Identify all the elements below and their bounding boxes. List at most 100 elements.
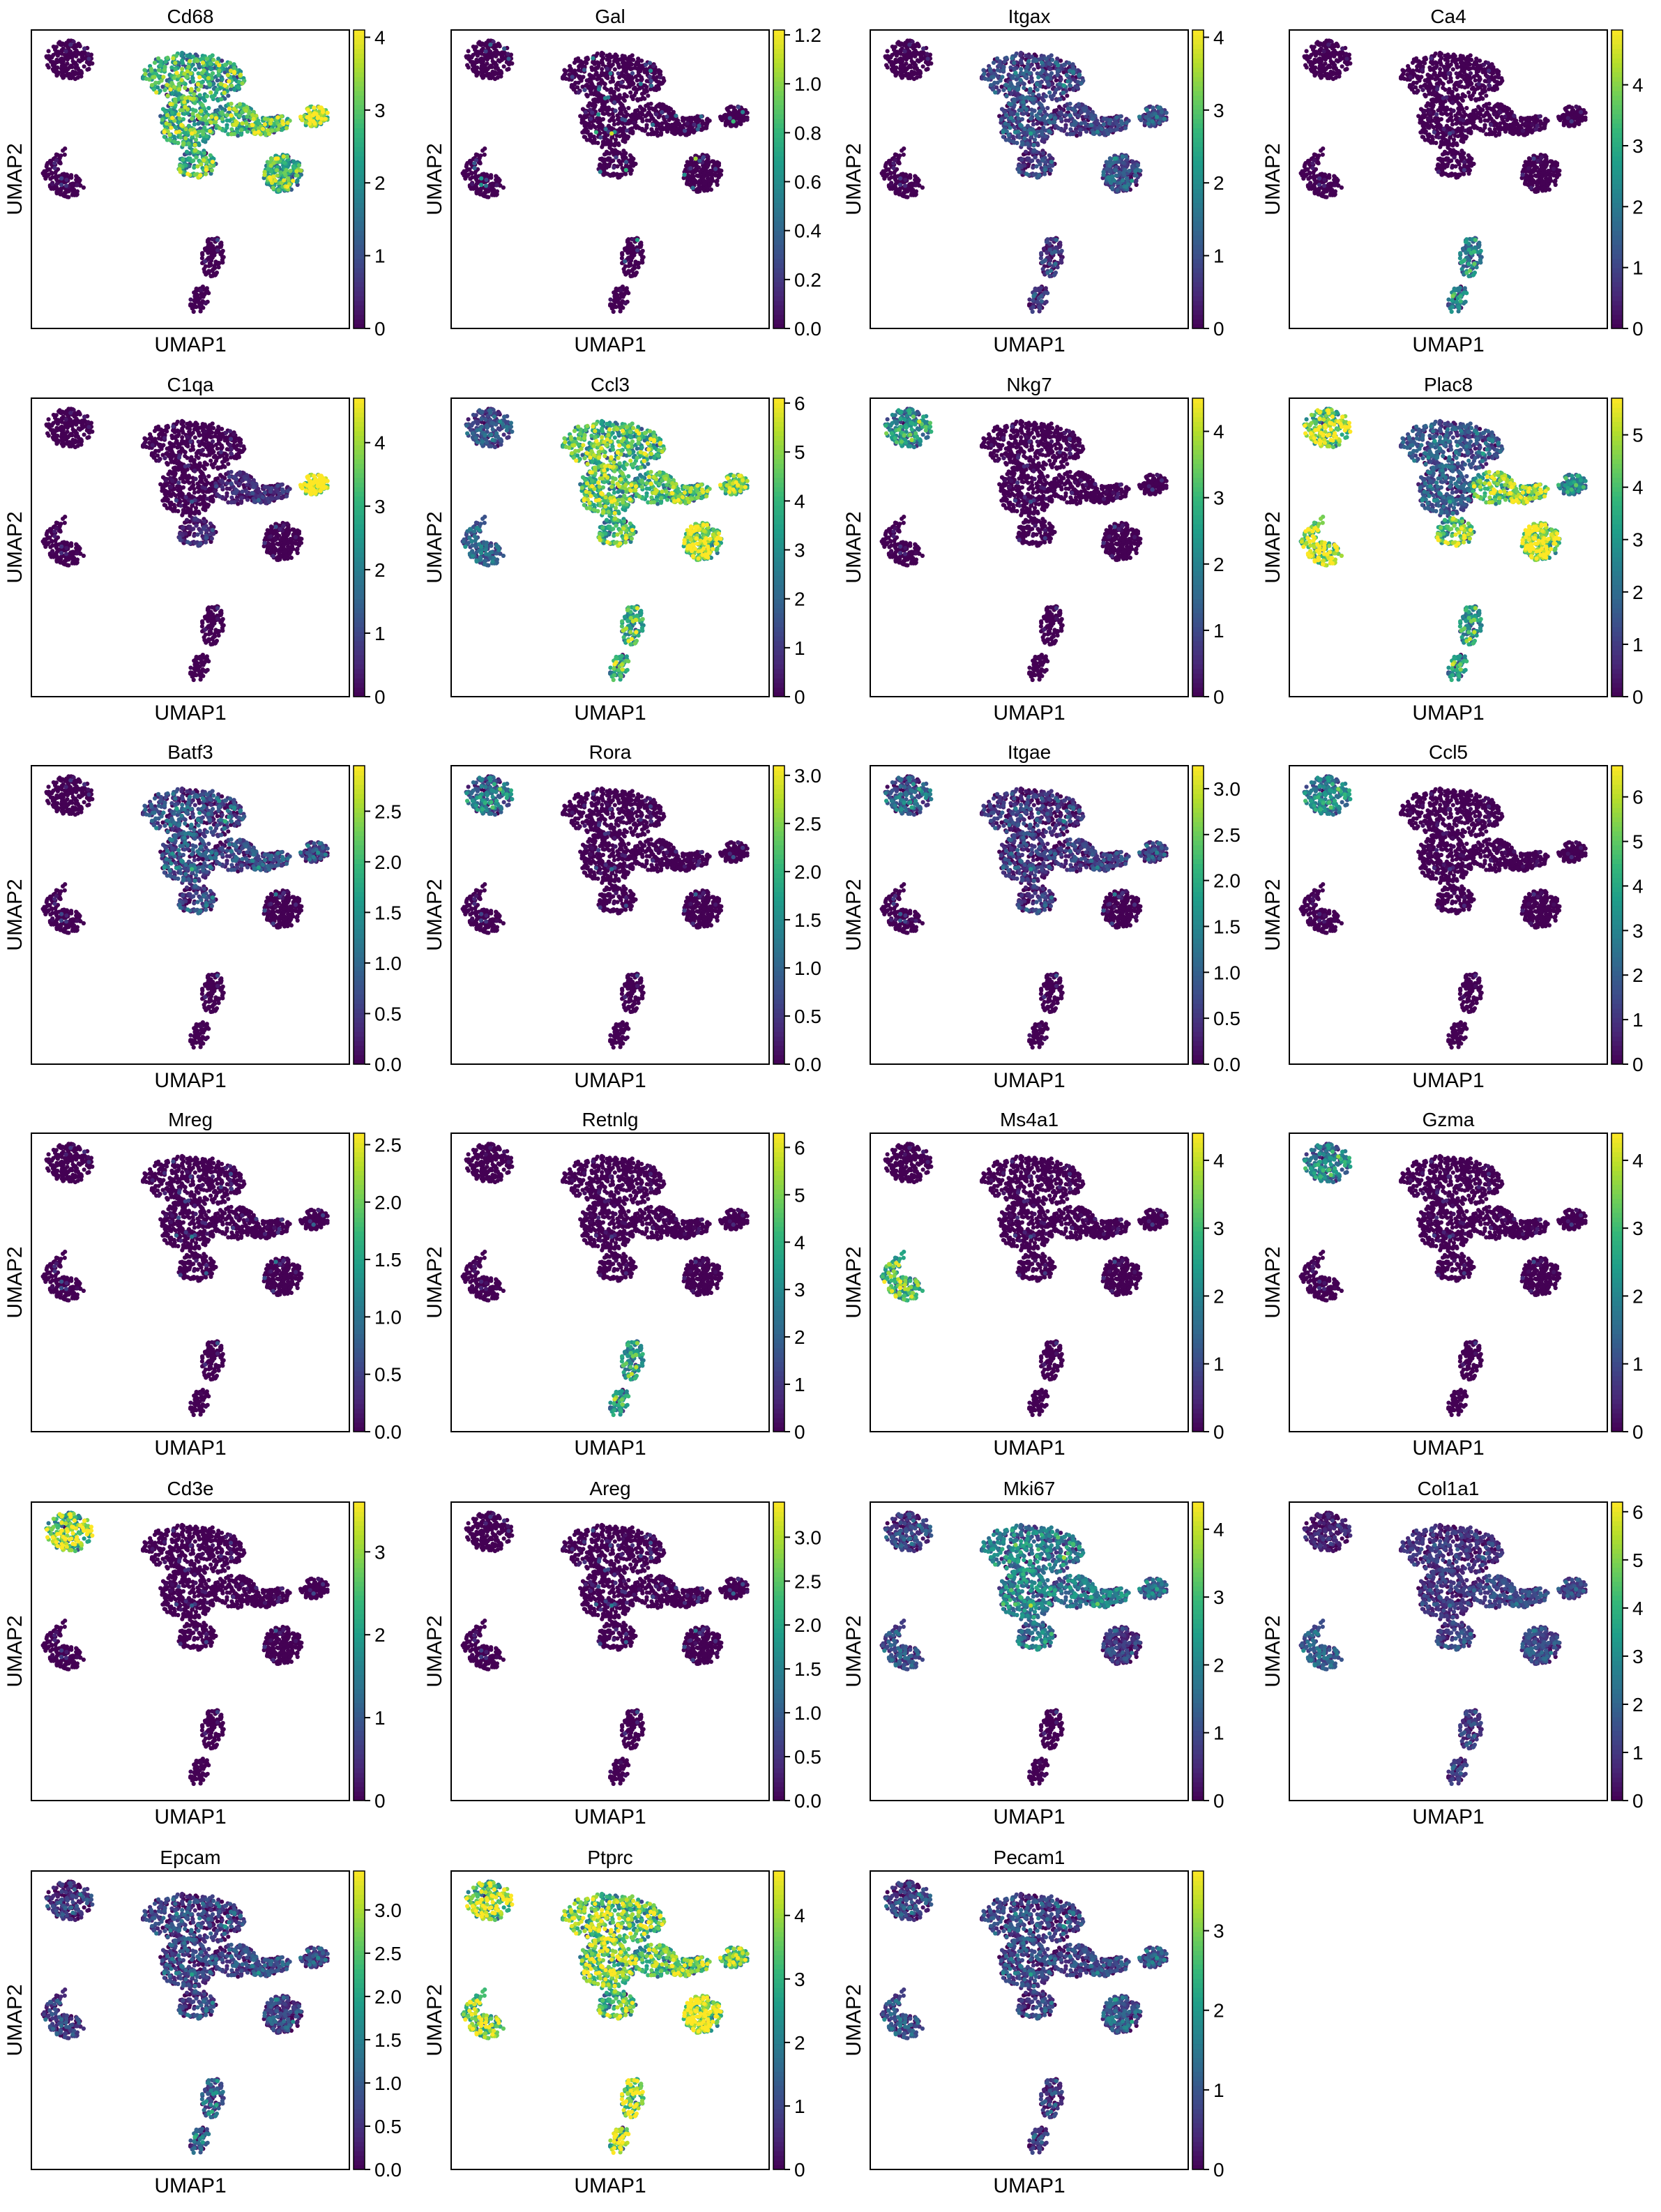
cell-point (208, 90, 213, 95)
cell-point (59, 52, 64, 56)
cell-point (184, 149, 190, 154)
cell-point (628, 262, 633, 266)
colorbar-tick-label: 0.8 (794, 122, 821, 144)
cell-point (731, 119, 736, 124)
cell-point (210, 160, 215, 165)
colorbar-segment (773, 58, 784, 63)
cell-point (718, 168, 723, 173)
cell-point (487, 49, 493, 54)
cell-point (174, 70, 179, 75)
cell-point (622, 55, 627, 60)
cell-point (208, 66, 213, 72)
cell-point (920, 64, 925, 69)
cell-point (211, 237, 215, 242)
cell-point (490, 59, 495, 63)
cell-point (225, 118, 229, 123)
cell-point (156, 56, 161, 61)
cell-point (496, 58, 501, 63)
cell-point (251, 116, 256, 121)
cell-point (490, 181, 494, 186)
cell-point (165, 55, 170, 60)
cell-point (909, 191, 914, 196)
colorbar-segment (773, 179, 784, 185)
cell-point (900, 172, 905, 176)
cell-point (492, 77, 498, 82)
colorbar-segment (354, 291, 365, 296)
cell-point (179, 123, 184, 128)
cell-point (215, 238, 220, 243)
cell-point (649, 78, 653, 84)
colorbar-segment (773, 81, 784, 86)
cell-point (188, 297, 193, 302)
cell-point (472, 165, 477, 171)
colorbar-segment (354, 109, 365, 114)
cell-point (623, 301, 628, 306)
cell-point (275, 168, 280, 173)
cell-point (45, 160, 50, 165)
colorbar-segment (354, 310, 365, 315)
cell-point (262, 172, 267, 177)
cell-point (162, 68, 167, 73)
cell-point (592, 105, 597, 109)
colorbar-segment (354, 254, 365, 259)
cell-point (178, 169, 183, 174)
cell-point (490, 191, 495, 196)
colorbar-segment (354, 62, 365, 68)
cell-point (206, 105, 211, 111)
cell-point (470, 181, 475, 186)
cell-point (628, 153, 632, 158)
cell-point (699, 114, 704, 119)
cell-point (614, 155, 619, 160)
colorbar-segment (773, 165, 784, 171)
cell-point (620, 251, 625, 256)
cell-point (596, 96, 601, 101)
cell-point (61, 59, 66, 64)
cell-point (480, 75, 485, 80)
colorbar-segment (773, 207, 784, 213)
colorbar-segment (773, 305, 784, 310)
cell-point (210, 273, 215, 278)
cell-point (658, 69, 663, 74)
cell-point (587, 101, 592, 106)
cell-point (624, 93, 630, 99)
colorbar-segment (773, 169, 784, 175)
cell-point (908, 175, 913, 180)
cell-point (204, 271, 208, 276)
cell-point (651, 122, 655, 127)
cell-point (603, 127, 608, 132)
cell-point (506, 52, 510, 56)
cell-point (243, 108, 248, 113)
cell-point (716, 174, 721, 179)
cell-point (630, 71, 635, 76)
cell-point (215, 78, 220, 83)
cell-point (294, 169, 299, 174)
cell-point (280, 128, 285, 132)
cell-point (894, 65, 899, 70)
cell-point (701, 156, 706, 160)
cell-point (208, 257, 213, 262)
cell-point (1043, 286, 1048, 291)
cell-point (52, 61, 57, 66)
cell-point (623, 118, 628, 123)
cell-point (472, 161, 477, 166)
cell-point (621, 107, 627, 112)
cell-point (710, 159, 715, 164)
cell-point (260, 126, 266, 132)
cell-point (464, 55, 469, 60)
cell-point (588, 132, 593, 137)
cell-point (50, 54, 54, 59)
cell-point (212, 252, 217, 258)
cell-point (613, 108, 618, 113)
cell-point (701, 170, 707, 175)
cell-point (188, 59, 192, 63)
cell-point (612, 100, 617, 105)
cell-point (482, 152, 487, 157)
cell-point (199, 303, 204, 308)
cell-point (63, 146, 68, 151)
cell-point (172, 75, 176, 80)
cell-point (250, 113, 255, 118)
cell-point (45, 174, 50, 179)
cell-point (278, 170, 283, 175)
cell-point (189, 86, 194, 91)
cell-point (52, 161, 57, 166)
